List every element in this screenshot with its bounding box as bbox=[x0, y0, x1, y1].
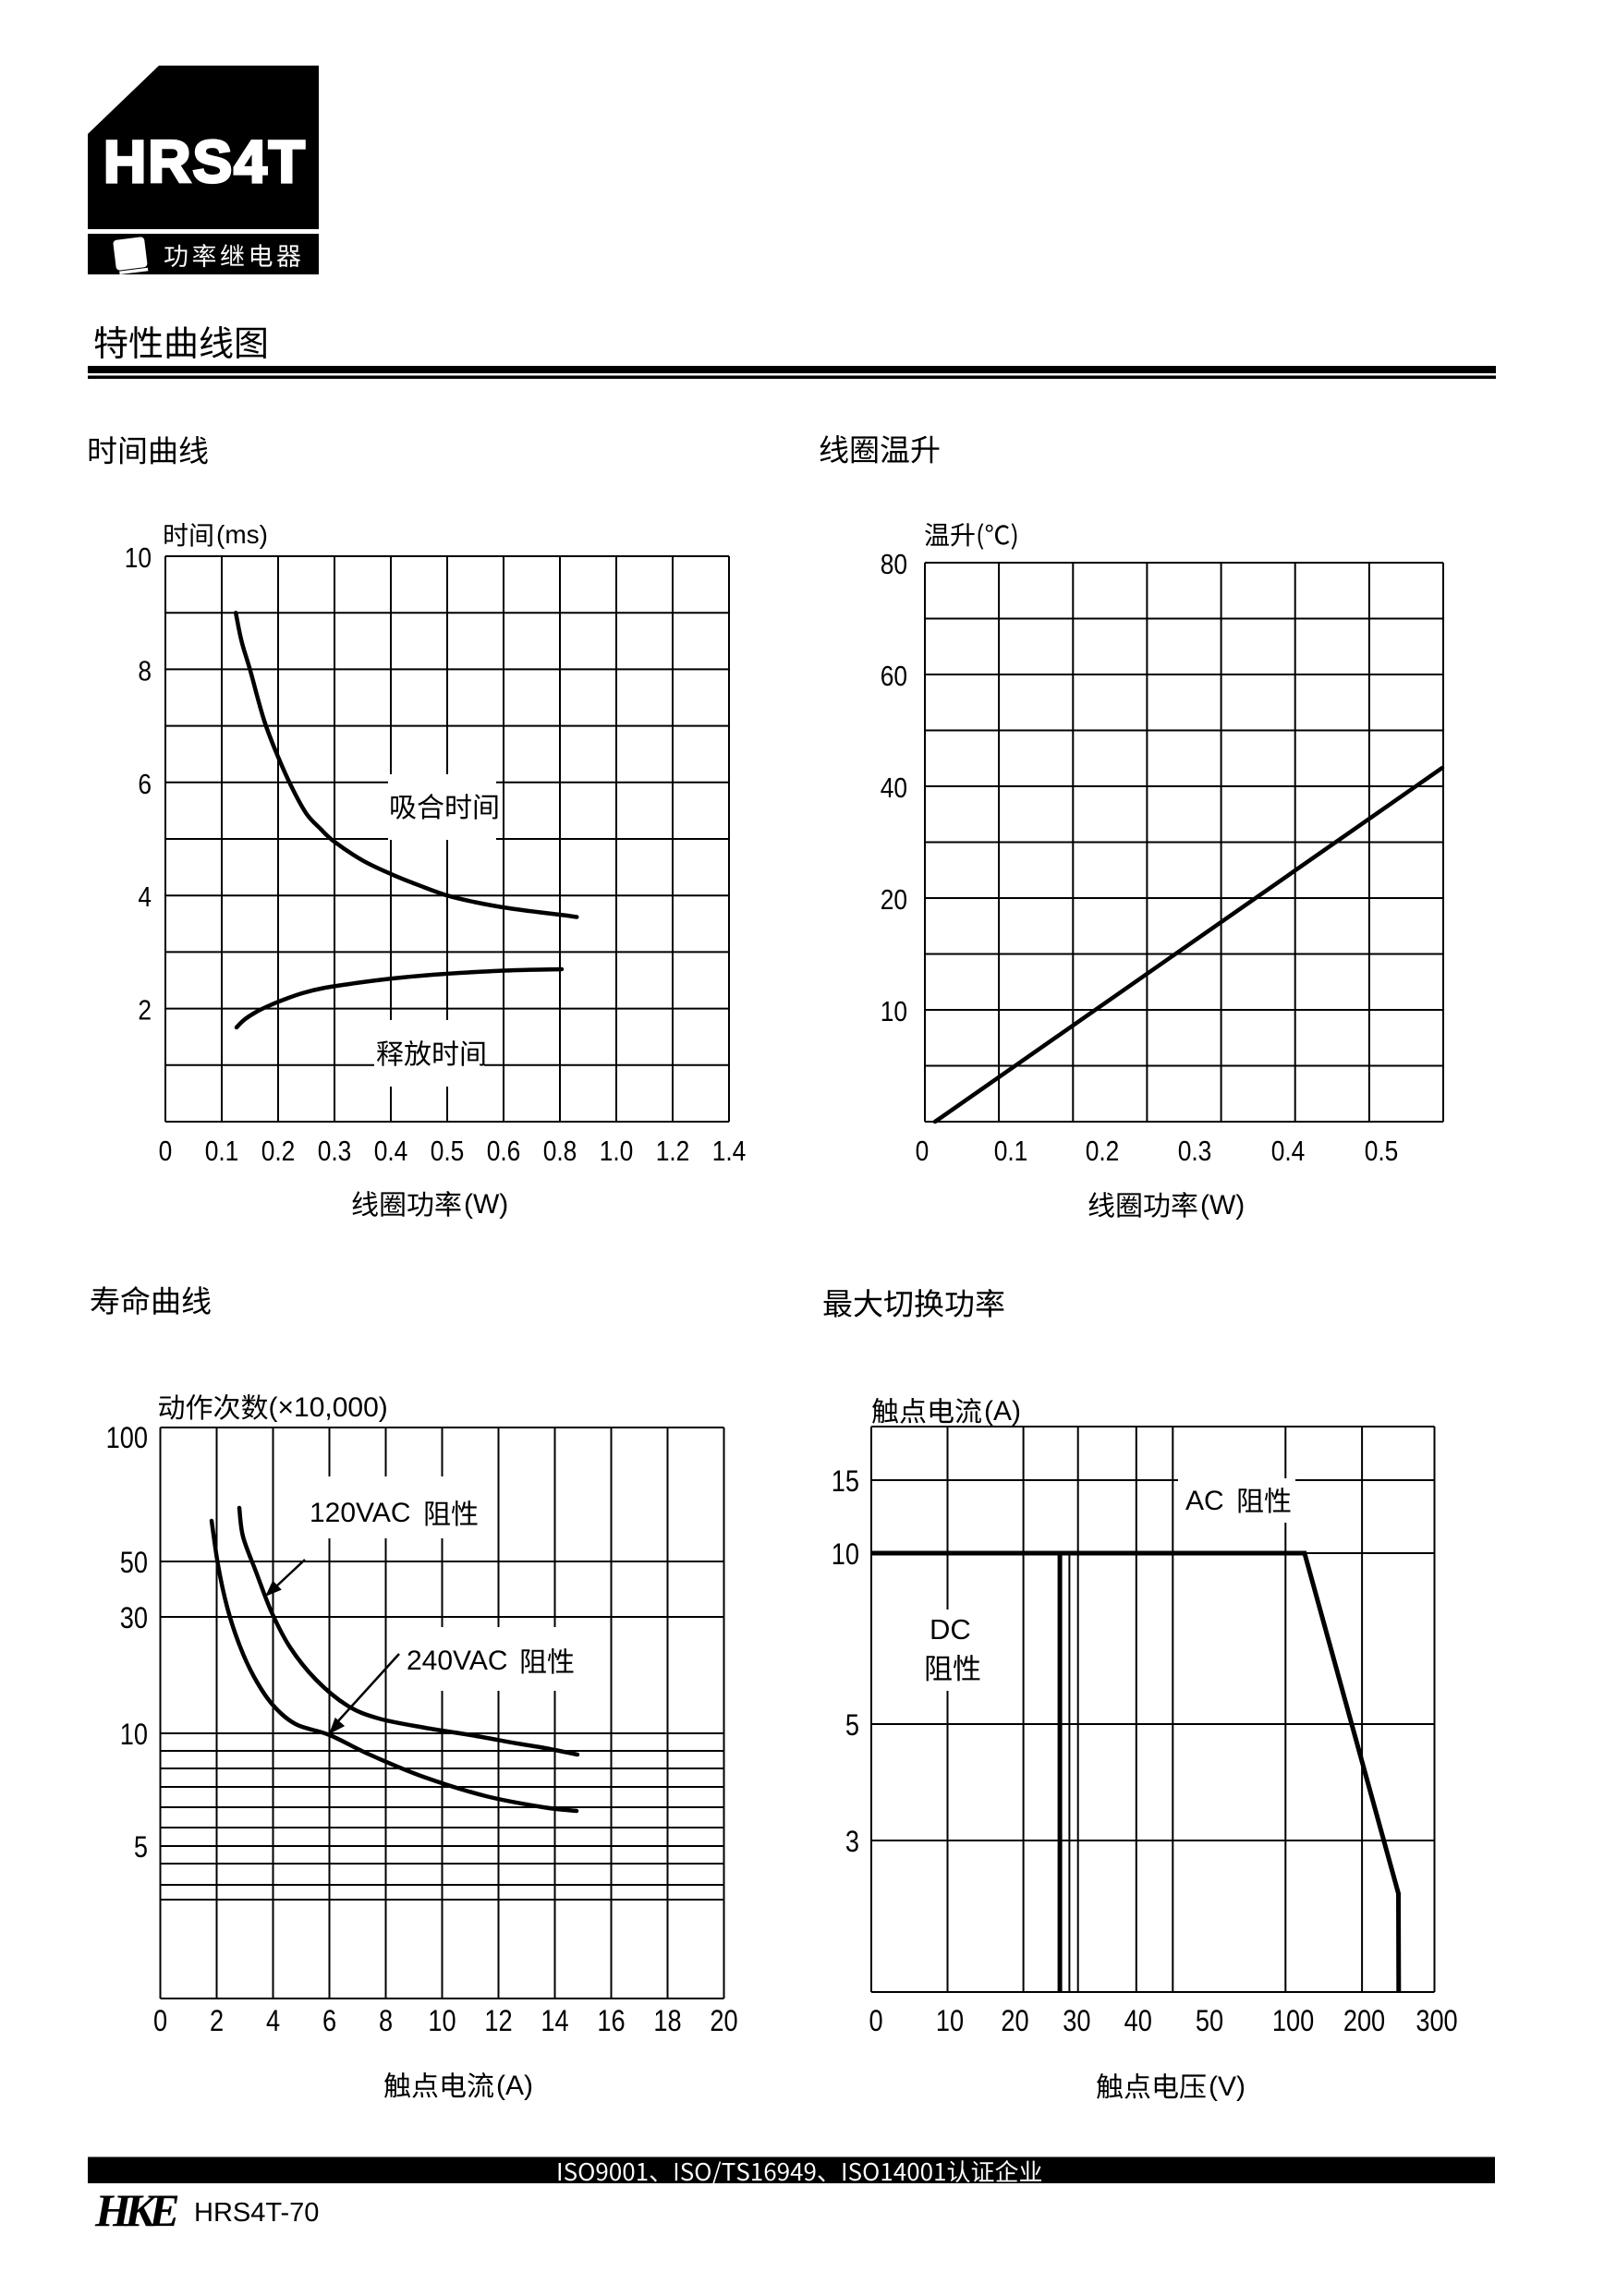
svg-text:(V): (V) bbox=[1209, 2071, 1246, 2102]
svg-text:3: 3 bbox=[845, 1826, 859, 1859]
svg-text:0.1: 0.1 bbox=[994, 1136, 1028, 1167]
svg-text:(A): (A) bbox=[496, 2071, 533, 2101]
svg-text:10: 10 bbox=[881, 996, 907, 1027]
svg-text:10: 10 bbox=[120, 1719, 148, 1752]
svg-text:0: 0 bbox=[153, 2005, 167, 2038]
svg-text:(ms): (ms) bbox=[216, 520, 268, 549]
svg-text:40: 40 bbox=[881, 772, 907, 804]
svg-text:5: 5 bbox=[845, 1709, 859, 1743]
svg-text:0: 0 bbox=[916, 1136, 930, 1167]
svg-text:10: 10 bbox=[428, 2005, 456, 2038]
svg-text:120VAC: 120VAC bbox=[310, 1498, 411, 1528]
svg-text:100: 100 bbox=[106, 1422, 148, 1455]
svg-text:0.1: 0.1 bbox=[205, 1136, 239, 1167]
svg-text:5: 5 bbox=[134, 1831, 148, 1865]
svg-text:10: 10 bbox=[936, 2005, 964, 2038]
svg-text:0.2: 0.2 bbox=[1086, 1136, 1120, 1167]
svg-text:0.3: 0.3 bbox=[318, 1136, 352, 1167]
svg-text:0.2: 0.2 bbox=[261, 1136, 296, 1167]
svg-text:(A): (A) bbox=[984, 1396, 1021, 1427]
svg-text:0: 0 bbox=[869, 2005, 882, 2038]
svg-text:HKE: HKE bbox=[94, 2184, 178, 2236]
svg-text:4: 4 bbox=[266, 2005, 280, 2038]
svg-text:1.4: 1.4 bbox=[712, 1136, 747, 1167]
svg-text:6: 6 bbox=[138, 769, 152, 800]
svg-text:0.4: 0.4 bbox=[374, 1136, 408, 1167]
svg-text:(W): (W) bbox=[464, 1189, 508, 1220]
svg-text:40: 40 bbox=[1124, 2005, 1152, 2038]
svg-text:16: 16 bbox=[597, 2005, 625, 2038]
svg-text:2: 2 bbox=[210, 2005, 224, 2038]
svg-text:8: 8 bbox=[379, 2005, 393, 2038]
svg-text:1.0: 1.0 bbox=[600, 1136, 634, 1167]
svg-text:14: 14 bbox=[541, 2005, 568, 2038]
svg-text:12: 12 bbox=[484, 2005, 512, 2038]
svg-text:0.8: 0.8 bbox=[543, 1136, 577, 1167]
svg-text:0: 0 bbox=[159, 1136, 173, 1167]
svg-text:20: 20 bbox=[710, 2005, 737, 2038]
svg-text:HRS4T-70: HRS4T-70 bbox=[194, 2198, 319, 2228]
svg-text:20: 20 bbox=[881, 884, 907, 916]
svg-text:80: 80 bbox=[881, 549, 907, 580]
svg-text:DC: DC bbox=[930, 1613, 971, 1646]
svg-text:(W): (W) bbox=[1200, 1190, 1245, 1221]
svg-text:4: 4 bbox=[138, 881, 152, 913]
svg-text:8: 8 bbox=[138, 655, 152, 686]
svg-text:300: 300 bbox=[1416, 2005, 1457, 2038]
svg-text:2: 2 bbox=[138, 995, 152, 1027]
svg-text:0.3: 0.3 bbox=[1178, 1136, 1212, 1167]
svg-text:20: 20 bbox=[1001, 2005, 1028, 2038]
svg-text:200: 200 bbox=[1343, 2005, 1385, 2038]
svg-text:240VAC: 240VAC bbox=[407, 1646, 508, 1676]
svg-text:18: 18 bbox=[653, 2005, 681, 2038]
svg-text:1.2: 1.2 bbox=[656, 1136, 690, 1167]
svg-text:15: 15 bbox=[832, 1465, 859, 1499]
svg-text:50: 50 bbox=[1196, 2005, 1223, 2038]
svg-text:(×10,000): (×10,000) bbox=[269, 1392, 388, 1423]
svg-text:10: 10 bbox=[125, 542, 152, 574]
svg-text:0.4: 0.4 bbox=[1271, 1136, 1306, 1167]
svg-text:60: 60 bbox=[881, 661, 907, 692]
svg-text:30: 30 bbox=[120, 1602, 148, 1635]
svg-text:0.5: 0.5 bbox=[1365, 1136, 1399, 1167]
svg-text:30: 30 bbox=[1063, 2005, 1090, 2038]
svg-text:6: 6 bbox=[322, 2005, 336, 2038]
svg-text:100: 100 bbox=[1272, 2005, 1314, 2038]
svg-text:50: 50 bbox=[120, 1547, 148, 1580]
svg-text:AC: AC bbox=[1185, 1486, 1224, 1516]
svg-text:HRS4T: HRS4T bbox=[103, 128, 307, 195]
svg-text:10: 10 bbox=[832, 1538, 859, 1572]
svg-text:0.5: 0.5 bbox=[431, 1136, 465, 1167]
svg-text:0.6: 0.6 bbox=[487, 1136, 521, 1167]
